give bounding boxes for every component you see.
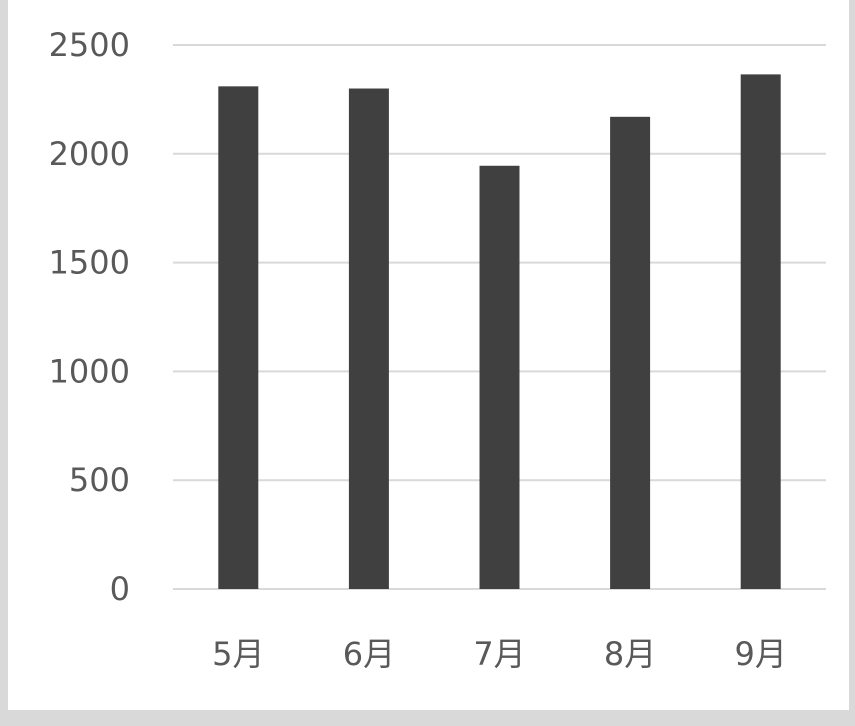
bar-1 <box>218 86 259 590</box>
x-category-labels: 5月 6月 7月 8月 9月 <box>212 635 787 673</box>
x-category-label: 6月 <box>343 635 395 673</box>
bar-4 <box>610 116 651 590</box>
bar-2 <box>348 88 389 590</box>
y-tick-label: 1000 <box>49 352 130 390</box>
y-tick-label: 1500 <box>49 244 130 282</box>
bars <box>218 74 781 590</box>
y-tick-label: 2500 <box>49 26 130 64</box>
chart-area: 0 500 1000 1500 2000 2500 5月 6月 7月 8月 9月 <box>8 0 849 710</box>
y-tick-labels: 0 500 1000 1500 2000 2500 <box>49 26 130 608</box>
y-tick-label: 0 <box>110 570 130 608</box>
x-category-label: 7月 <box>473 635 525 673</box>
x-category-label: 8月 <box>604 635 656 673</box>
y-tick-label: 500 <box>69 461 130 499</box>
x-category-label: 5月 <box>212 635 264 673</box>
bar-chart: 0 500 1000 1500 2000 2500 5月 6月 7月 8月 9月 <box>49 26 826 673</box>
y-tick-label: 2000 <box>49 135 130 173</box>
bar-3 <box>479 165 520 589</box>
x-category-label: 9月 <box>735 635 787 673</box>
bar-5 <box>740 74 781 590</box>
